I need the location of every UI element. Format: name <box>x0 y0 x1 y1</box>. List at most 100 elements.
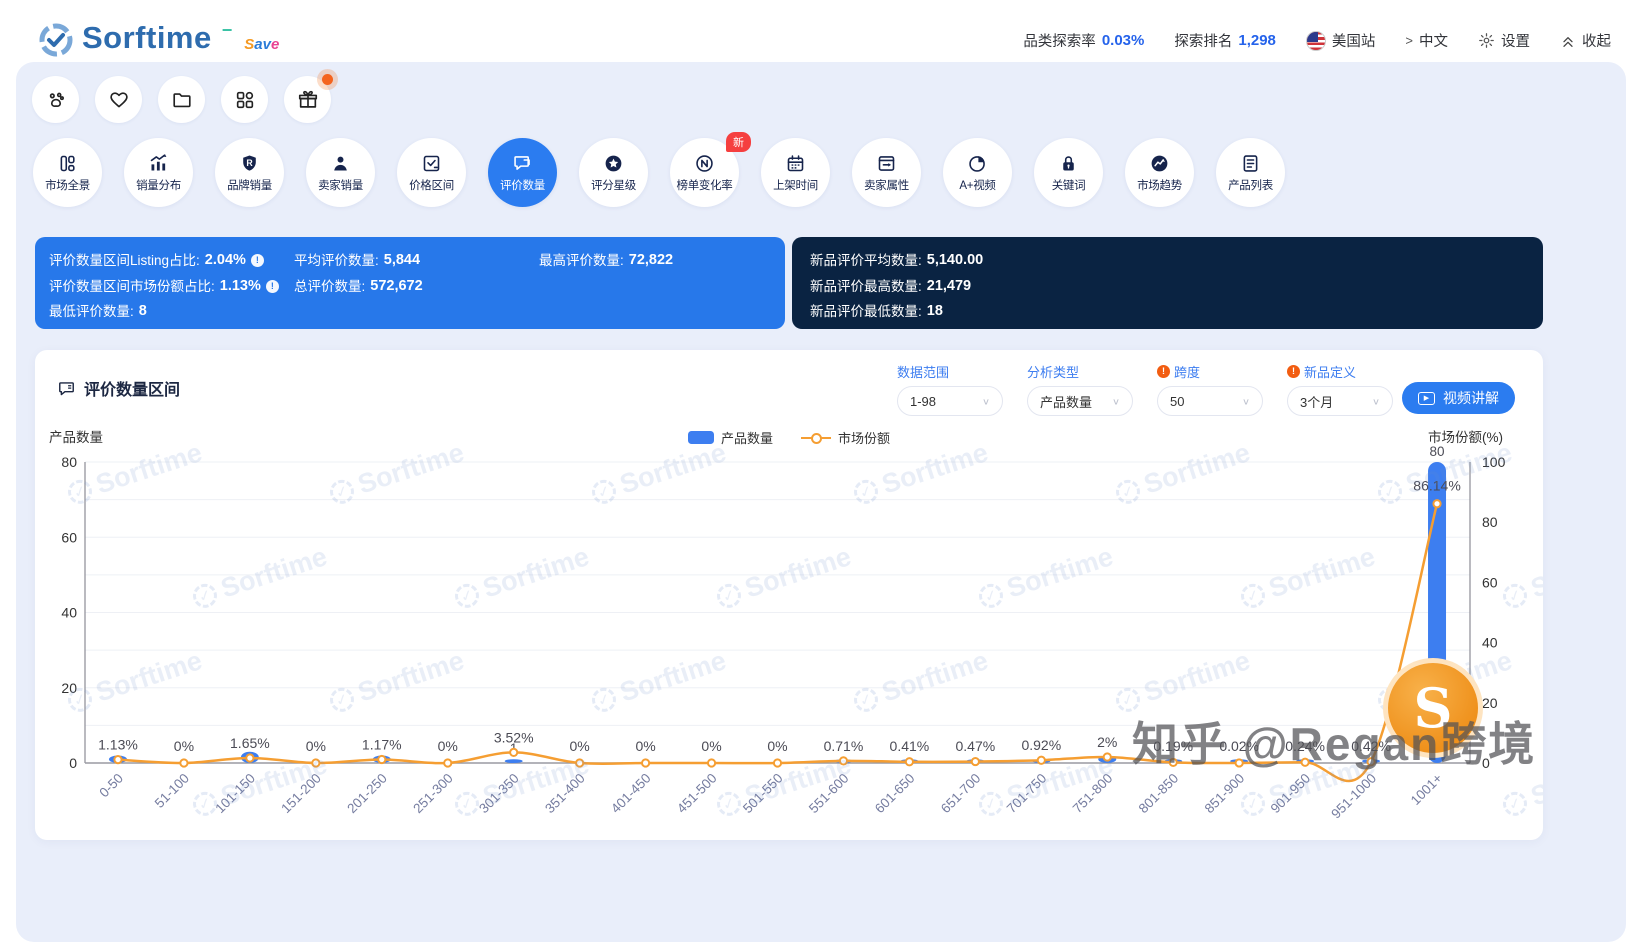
svg-text:60: 60 <box>1482 574 1498 590</box>
left-axis-title: 产品数量 <box>49 430 103 445</box>
sorftime-logo-icon <box>39 23 73 57</box>
legend-market-share[interactable]: 市场份额 <box>801 428 890 447</box>
summary-stat: 评价数量区间Listing占比: 2.04%! <box>49 248 294 274</box>
explore-rank: 探索排名 1,298 <box>1174 30 1276 51</box>
video-tutorial-button[interactable]: ▶ 视频讲解 <box>1402 382 1515 414</box>
tab-market-trend[interactable]: 市场趋势 <box>1125 138 1194 207</box>
stat-value: 72,822 <box>628 252 674 268</box>
stat-label: 最高评价数量: <box>539 253 624 268</box>
collapse-button[interactable]: 收起 <box>1560 30 1611 51</box>
control-label: ! 新品定义 <box>1287 362 1393 380</box>
tab-seller-sales[interactable]: 卖家销量 <box>306 138 375 207</box>
svg-text:701-750: 701-750 <box>1004 771 1050 817</box>
tab-label: 上架时间 <box>773 179 818 192</box>
svg-text:80: 80 <box>61 454 77 470</box>
svg-text:851-900: 851-900 <box>1202 771 1248 817</box>
info-icon[interactable]: ! <box>250 254 264 268</box>
tab-price-range[interactable]: 价格区间 <box>397 138 466 207</box>
tab-rank-change[interactable]: 榜单变化率 新 <box>670 132 751 207</box>
settings-button[interactable]: 设置 <box>1478 30 1530 51</box>
svg-text:60: 60 <box>61 529 77 545</box>
quick-action-gift[interactable] <box>284 74 333 123</box>
warn-icon[interactable]: ! <box>1157 364 1170 378</box>
paw-icon <box>49 92 64 107</box>
tab-label: 卖家销量 <box>318 179 363 192</box>
stat-value: 5,844 <box>383 252 421 268</box>
svg-text:0%: 0% <box>306 738 326 754</box>
new-product-summary-panel: 新品评价平均数量: 5,140.00 新品评价最高数量: 21,479 新品评价最低数量… <box>792 237 1543 329</box>
stat-value: 8 <box>138 303 147 319</box>
warn-icon[interactable]: ! <box>1287 364 1300 378</box>
language-selector[interactable]: > 中文 <box>1405 30 1448 51</box>
svg-text:100: 100 <box>1482 454 1506 470</box>
svg-text:1.65%: 1.65% <box>230 735 270 751</box>
legend-product-count[interactable]: 产品数量 <box>687 428 773 447</box>
analysis-tabs: 市场全景 销量分布 R 品牌销量 卖家销量 价格区间 评价数量 评分星级 榜单变化率 新上架时间 卖… <box>33 132 1285 207</box>
tab-seller-attribute[interactable]: 卖家属性 <box>852 138 921 207</box>
svg-text:1.13%: 1.13% <box>98 737 138 753</box>
new-badge: 新 <box>726 132 751 152</box>
svg-text:501-550: 501-550 <box>740 771 786 817</box>
stat-label: 新品评价最低数量: <box>810 304 922 319</box>
svg-text:801-850: 801-850 <box>1136 771 1182 817</box>
analysis-type-select[interactable]: 产品数量 ∨ <box>1027 386 1133 416</box>
info-icon[interactable]: ! <box>265 279 279 293</box>
tab-brand-sales[interactable]: R 品牌销量 <box>215 138 284 207</box>
quick-action-folder[interactable] <box>158 76 205 123</box>
price-range-icon <box>423 155 440 171</box>
market-trend-icon <box>1151 155 1168 171</box>
tab-label: 卖家属性 <box>864 179 909 192</box>
chart-controls: 数据范围 1-98 ∨ 分析类型 产品数量 ∨ ! 跨度 50 ∨ ! 新品定义 3个月 ∨ <box>897 362 1393 416</box>
span-select[interactable]: 50 ∨ <box>1157 386 1263 416</box>
seller-attribute-icon <box>878 155 895 171</box>
tab-review-count[interactable]: 评价数量 <box>488 138 557 207</box>
video-tutorial-label: 视频讲解 <box>1443 390 1499 406</box>
svg-text:601-650: 601-650 <box>872 771 918 817</box>
svg-text:0.92%: 0.92% <box>1021 737 1061 753</box>
control-new-product-definition: ! 新品定义 3个月 ∨ <box>1287 362 1393 416</box>
svg-text:251-300: 251-300 <box>410 771 456 817</box>
quick-action-paw[interactable] <box>32 76 79 123</box>
stat-value: 572,672 <box>370 277 423 294</box>
sorftime-logo[interactable]: Sorftime − Save <box>38 20 279 58</box>
svg-text:0%: 0% <box>701 738 721 754</box>
quick-action-apps[interactable] <box>221 76 268 123</box>
sales-distribution-icon <box>150 153 167 170</box>
summary-stat: 评价数量区间市场份额占比: 1.13%! <box>49 274 294 300</box>
control-data-range: 数据范围 1-98 ∨ <box>897 362 1003 416</box>
summary-col-2: 平均评价数量: 5,844 总评价数量: 572,672 <box>294 248 539 325</box>
svg-text:80: 80 <box>1430 444 1445 459</box>
review-count-icon <box>514 155 530 170</box>
tab-star-rating[interactable]: 评分星级 <box>579 138 648 207</box>
grid-icon <box>236 91 253 108</box>
star-rating-icon <box>605 155 622 171</box>
aplus-video-icon <box>969 155 985 172</box>
quick-action-favorites[interactable] <box>95 76 142 123</box>
tab-aplus-video[interactable]: A+视频 <box>943 138 1012 207</box>
tab-product-list[interactable]: 产品列表 <box>1216 138 1285 207</box>
launch-date-icon <box>787 154 804 171</box>
data-range-select[interactable]: 1-98 ∨ <box>897 386 1003 416</box>
svg-text:80: 80 <box>1482 514 1498 530</box>
svg-text:451-500: 451-500 <box>674 771 720 817</box>
new-product-definition-select[interactable]: 3个月 ∨ <box>1287 386 1393 416</box>
site-selector[interactable]: 美国站 <box>1305 30 1375 51</box>
svg-text:0.24%: 0.24% <box>1285 738 1325 754</box>
svg-text:901-950: 901-950 <box>1268 771 1314 817</box>
explore-rank-value: 1,298 <box>1238 32 1276 49</box>
tab-market-overview[interactable]: 市场全景 <box>33 138 102 207</box>
svg-text:0-50: 0-50 <box>96 771 126 801</box>
tab-keyword[interactable]: 关键词 <box>1034 138 1103 207</box>
control-span: ! 跨度 50 ∨ <box>1157 362 1263 416</box>
line-swatch-icon <box>801 431 831 444</box>
tab-launch-date[interactable]: 上架时间 <box>761 138 830 207</box>
chevron-down-icon: ∨ <box>981 396 990 407</box>
tab-sales-distribution[interactable]: 销量分布 <box>124 138 193 207</box>
svg-text:0.02%: 0.02% <box>1219 738 1259 754</box>
review-chart[interactable]: 8060402001008060402001801.13%0%1.65%0%1.… <box>35 444 1543 838</box>
settings-label: 设置 <box>1501 34 1530 50</box>
stat-label: 最低评价数量: <box>49 304 134 319</box>
svg-text:0%: 0% <box>767 738 787 754</box>
summary-stat: 平均评价数量: 5,844 <box>294 248 539 274</box>
heart-icon <box>109 91 128 107</box>
